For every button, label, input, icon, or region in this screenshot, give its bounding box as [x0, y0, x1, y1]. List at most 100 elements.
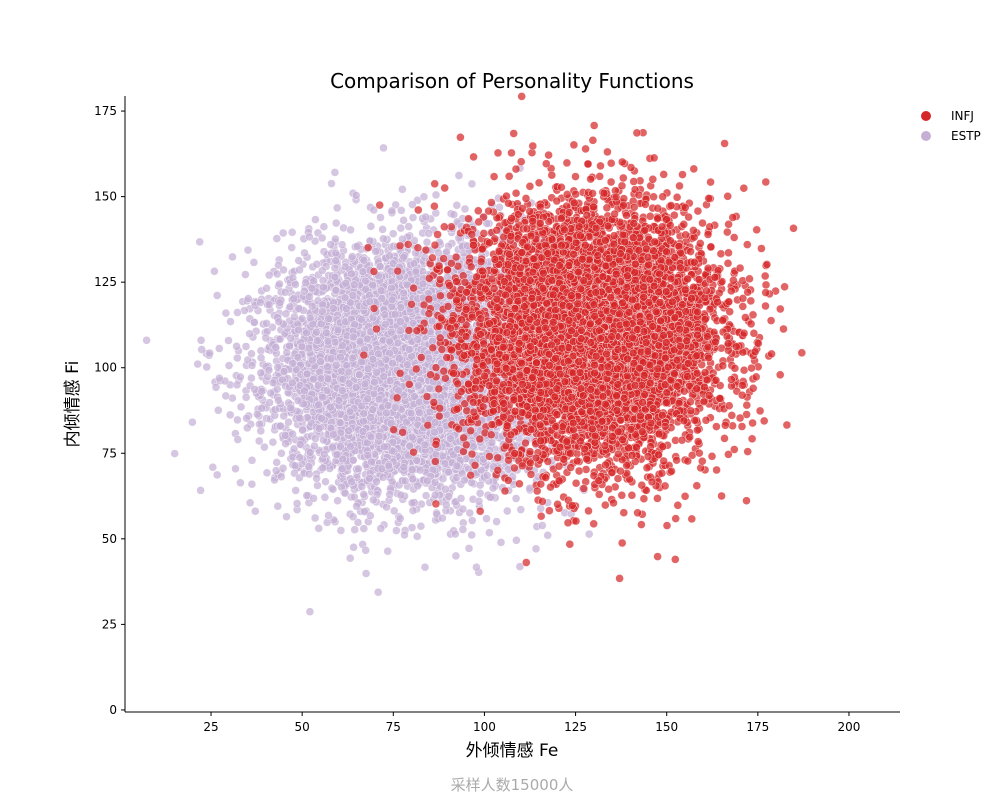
data-point — [475, 489, 485, 498]
data-point — [538, 521, 547, 530]
data-point — [241, 270, 250, 279]
data-point — [212, 291, 222, 300]
data-point — [454, 171, 464, 180]
data-point — [492, 517, 501, 526]
data-point — [442, 500, 451, 510]
data-point — [397, 206, 406, 215]
data-point — [205, 348, 214, 358]
data-point — [408, 506, 418, 515]
data-point — [214, 406, 223, 415]
data-point — [287, 243, 296, 252]
data-point — [467, 516, 477, 525]
data-point — [464, 544, 474, 553]
data-point — [383, 546, 392, 556]
data-point — [275, 334, 285, 344]
data-point — [321, 477, 330, 486]
data-point — [233, 353, 242, 363]
data-point — [247, 479, 257, 489]
data-point — [309, 494, 318, 503]
data-point — [350, 525, 359, 534]
data-point — [482, 514, 491, 523]
data-point — [278, 228, 288, 238]
data-point — [324, 511, 333, 520]
data-point — [332, 203, 342, 213]
data-point — [366, 222, 376, 231]
data-point — [233, 308, 242, 317]
data-point — [291, 486, 300, 495]
data-point — [236, 402, 246, 412]
data-point — [277, 449, 286, 458]
data-point — [264, 270, 274, 280]
data-point — [431, 190, 441, 200]
data-point — [232, 380, 242, 390]
data-point — [333, 496, 342, 505]
data-point — [195, 237, 204, 247]
data-point — [240, 306, 249, 315]
data-point — [458, 504, 468, 514]
data-point — [294, 256, 303, 265]
data-point — [281, 309, 291, 319]
data-point — [399, 216, 408, 225]
data-point — [416, 521, 426, 531]
data-point — [339, 223, 348, 233]
data-point — [292, 499, 302, 508]
data-point — [396, 223, 406, 233]
data-point — [225, 410, 235, 420]
data-point — [247, 349, 256, 359]
data-point — [378, 225, 387, 234]
data-point — [422, 237, 432, 247]
data-point — [196, 486, 205, 495]
data-point — [314, 524, 323, 533]
data-point — [241, 393, 251, 402]
data-point — [398, 185, 407, 194]
data-point — [247, 456, 257, 465]
data-point — [388, 229, 398, 238]
data-point — [467, 530, 476, 540]
data-point — [373, 587, 383, 597]
data-point — [243, 423, 252, 433]
points-layer — [142, 92, 807, 616]
data-point — [287, 228, 297, 237]
data-point — [215, 344, 224, 353]
data-point — [458, 525, 468, 534]
data-point — [313, 481, 322, 490]
data-point — [236, 478, 245, 488]
data-point — [305, 607, 315, 616]
data-point — [226, 317, 235, 326]
data-point — [245, 498, 255, 508]
data-point — [421, 212, 430, 222]
data-point — [318, 463, 328, 473]
data-point — [188, 417, 197, 427]
data-point — [452, 201, 462, 210]
data-point — [142, 336, 151, 345]
data-point — [202, 362, 211, 372]
data-point — [265, 398, 274, 407]
data-point — [320, 493, 330, 502]
data-point — [431, 208, 441, 218]
data-point — [266, 388, 275, 398]
data-point — [210, 267, 219, 276]
data-point — [346, 225, 355, 235]
data-point — [241, 342, 251, 351]
data-point — [420, 562, 430, 572]
data-point — [247, 373, 256, 383]
data-point — [503, 506, 512, 516]
data-point — [337, 240, 347, 249]
data-point — [512, 536, 521, 545]
data-point — [231, 464, 240, 473]
data-point — [322, 518, 332, 527]
data-point — [284, 417, 293, 427]
data-point — [233, 435, 243, 444]
data-point — [197, 345, 206, 354]
data-point — [273, 501, 283, 511]
data-point — [272, 458, 281, 467]
data-point — [412, 532, 422, 541]
data-point — [379, 234, 388, 244]
chart-title: Comparison of Personality Functions — [330, 69, 694, 93]
data-point — [543, 531, 552, 540]
data-point — [208, 462, 218, 472]
data-point — [396, 490, 406, 500]
data-point — [359, 490, 368, 499]
data-point — [496, 538, 506, 547]
